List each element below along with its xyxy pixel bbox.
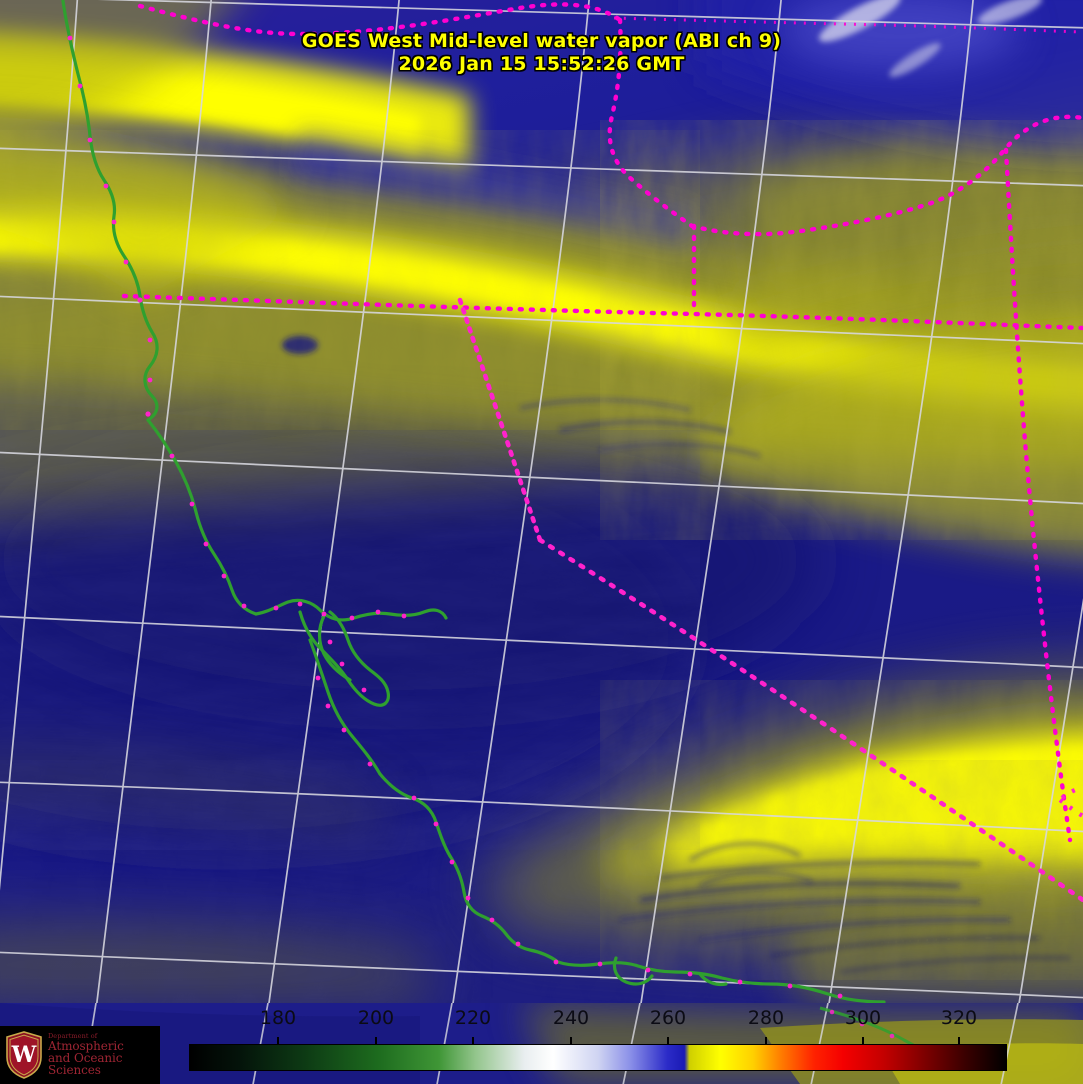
coastal-markers [67, 35, 843, 999]
logo-department-label: Department of [48, 1032, 98, 1041]
colorbar-tick [667, 1037, 669, 1045]
colorbar-tick [472, 1037, 474, 1045]
crest-letter: W [11, 1042, 37, 1068]
colorbar-tick [570, 1037, 572, 1045]
colorbar-tick [862, 1037, 864, 1045]
colorbar-tick [958, 1037, 960, 1045]
colorbar-tick-label: 280 [747, 1007, 785, 1029]
colorbar-tick [375, 1037, 377, 1045]
uw-aos-logo: W Department of Atmospheric and Oceanic … [0, 1026, 160, 1084]
colorbar-tick-label: 220 [454, 1007, 492, 1029]
california-nevada-border [457, 297, 1083, 903]
temperature-colorbar[interactable] [189, 1044, 1007, 1071]
colorbar-tick [277, 1037, 279, 1045]
colorbar-tick-label: 320 [940, 1007, 978, 1029]
colorbar-tick-label: 240 [552, 1007, 590, 1029]
logo-line-1: Atmospheric [48, 1038, 124, 1053]
colorbar-area: 180 200 220 240 260 280 300 320 [0, 1003, 1083, 1084]
colorbar-tick-labels: 180 200 220 240 260 280 300 320 [0, 1003, 1083, 1043]
satellite-image-canvas: GOES West Mid-level water vapor (ABI ch … [0, 0, 1083, 1003]
colorbar-tick-label: 200 [357, 1007, 395, 1029]
arizona-border [1058, 785, 1083, 818]
colorbar-tick [765, 1037, 767, 1045]
state-borders [121, 2, 1083, 843]
colorbar-tick-marks [0, 1003, 1083, 1084]
logo-line-2: and Oceanic Sciences [48, 1051, 123, 1078]
colorbar-tick-label: 300 [844, 1007, 882, 1029]
logo-text-block: Department of Atmospheric and Oceanic Sc… [48, 1033, 160, 1076]
colorbar-tick-label: 180 [259, 1007, 297, 1029]
colorbar-tick-label: 260 [649, 1007, 687, 1029]
uw-crest-icon: W [6, 1031, 42, 1079]
water-vapor-imagery [0, 0, 1083, 1003]
